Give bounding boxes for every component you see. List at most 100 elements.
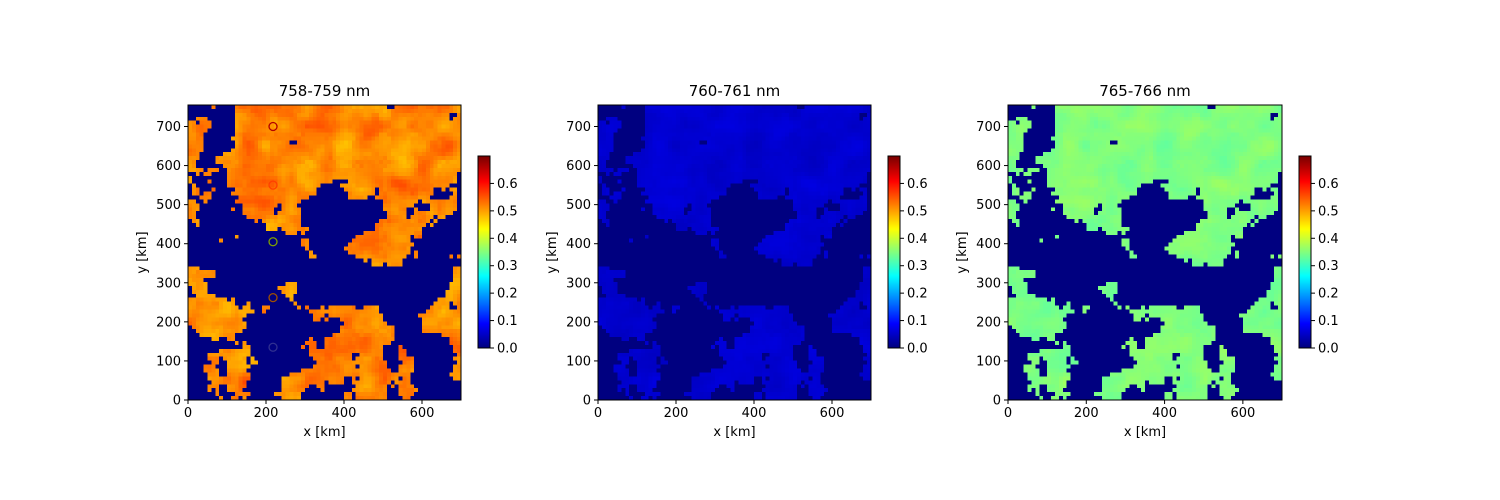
- heatmap-cell: [262, 352, 267, 358]
- heatmap-cell: [246, 136, 251, 141]
- heatmap-cell: [375, 285, 380, 291]
- heatmap-cell: [238, 116, 244, 122]
- heatmap-cell: [316, 329, 322, 334]
- heatmap-cell: [375, 297, 380, 303]
- heatmap-cell: [418, 191, 423, 197]
- heatmap-cell: [320, 352, 326, 358]
- heatmap-cell: [285, 215, 290, 220]
- heatmap-cell: [219, 341, 224, 346]
- heatmap-cell: [250, 348, 255, 354]
- heatmap-cell: [246, 183, 251, 189]
- heatmap-cell: [453, 230, 458, 236]
- heatmap-cell: [234, 112, 240, 118]
- heatmap-cell: [363, 301, 368, 307]
- heatmap-cell: [429, 108, 435, 114]
- heatmap-cell: [281, 207, 287, 212]
- heatmap-cell: [320, 199, 326, 204]
- heatmap-cell: [293, 242, 298, 248]
- heatmap-cell: [223, 250, 228, 256]
- heatmap-cell: [425, 285, 431, 291]
- heatmap-cell: [312, 376, 318, 381]
- heatmap-cell: [351, 175, 357, 181]
- heatmap-cell: [336, 360, 341, 366]
- heatmap-cell: [379, 372, 384, 377]
- heatmap-cell: [340, 278, 345, 283]
- heatmap-cell: [230, 230, 236, 236]
- heatmap-cell: [207, 325, 212, 330]
- heatmap-cell: [340, 164, 345, 169]
- heatmap-cell: [238, 348, 244, 354]
- heatmap-cell: [449, 380, 454, 385]
- heatmap-cell: [332, 341, 337, 346]
- heatmap-cell: [219, 179, 224, 185]
- heatmap-cell: [441, 356, 446, 362]
- heatmap-cell: [254, 270, 259, 275]
- heatmap-cell: [203, 305, 209, 311]
- heatmap-cell: [453, 348, 458, 354]
- heatmap-cell: [308, 136, 314, 141]
- heatmap-cell: [437, 360, 443, 366]
- heatmap-cell: [215, 140, 220, 145]
- heatmap-cell: [262, 207, 267, 212]
- heatmap-cell: [223, 352, 228, 358]
- heatmap-cell: [351, 360, 357, 366]
- heatmap-cell: [219, 223, 224, 228]
- heatmap-cell: [269, 282, 275, 287]
- heatmap-cell: [254, 219, 259, 224]
- heatmap-cell: [324, 344, 329, 350]
- heatmap-cell: [371, 132, 376, 138]
- heatmap-cell: [351, 223, 357, 228]
- heatmap-cell: [258, 309, 263, 315]
- heatmap-cell: [425, 171, 431, 177]
- heatmap-cell: [379, 341, 384, 346]
- heatmap-cell: [285, 278, 290, 283]
- heatmap-cell: [199, 179, 205, 185]
- heatmap-cell: [410, 368, 415, 374]
- heatmap-cell: [269, 278, 275, 283]
- heatmap-cell: [371, 183, 376, 189]
- heatmap-cell: [246, 254, 251, 259]
- heatmap-cell: [449, 254, 454, 259]
- heatmap-cell: [211, 380, 216, 385]
- heatmap-cell: [215, 223, 220, 228]
- heatmap-cell: [398, 140, 404, 145]
- heatmap-cell: [457, 242, 462, 248]
- heatmap-cell: [254, 132, 259, 138]
- heatmap-cell: [367, 195, 372, 200]
- heatmap-cell: [433, 128, 439, 134]
- heatmap-cell: [425, 317, 431, 322]
- heatmap-cell: [215, 309, 220, 315]
- heatmap-cell: [390, 282, 396, 287]
- heatmap-cell: [266, 321, 271, 326]
- heatmap-cell: [402, 171, 407, 177]
- heatmap-cell: [398, 301, 404, 307]
- heatmap-cell: [410, 171, 415, 177]
- heatmap-cell: [293, 140, 298, 145]
- heatmap-cell: [340, 230, 345, 236]
- heatmap-cell: [238, 230, 244, 236]
- heatmap-cell: [425, 364, 431, 370]
- heatmap-cell: [367, 368, 372, 374]
- heatmap-cell: [418, 368, 423, 374]
- heatmap-cell: [242, 258, 248, 263]
- heatmap-cell: [301, 266, 306, 271]
- heatmap-cell: [433, 179, 439, 185]
- heatmap-cell: [188, 368, 193, 374]
- heatmap-cell: [379, 148, 384, 153]
- heatmap-cell: [347, 179, 353, 185]
- heatmap-cell: [266, 199, 271, 204]
- heatmap-cell: [390, 352, 396, 358]
- heatmap-cell: [223, 278, 228, 283]
- heatmap-cell: [266, 187, 271, 193]
- heatmap-cell: [406, 321, 411, 326]
- heatmap-cell: [332, 289, 337, 295]
- heatmap-cell: [328, 364, 333, 370]
- heatmap-cell: [203, 152, 209, 157]
- heatmap-cell: [215, 262, 220, 267]
- heatmap-cell: [289, 360, 294, 366]
- heatmap-cell: [359, 234, 365, 240]
- heatmap-cell: [441, 199, 446, 204]
- heatmap-cell: [347, 285, 353, 291]
- heatmap-cell: [351, 246, 357, 252]
- heatmap-cell: [422, 376, 427, 381]
